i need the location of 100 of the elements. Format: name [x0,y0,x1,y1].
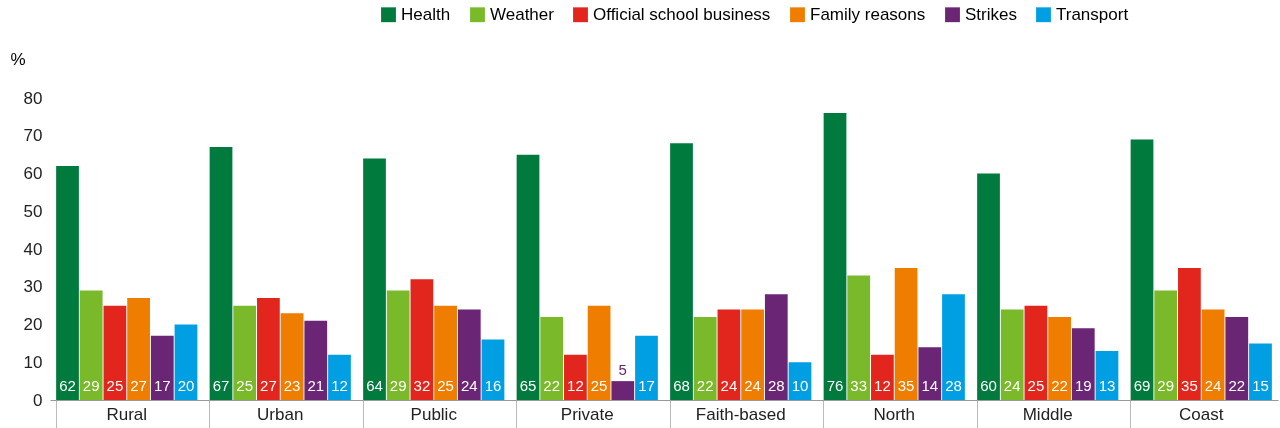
legend-label: Strikes [965,4,1017,24]
bar [823,113,847,400]
data-label: 24 [1204,377,1222,394]
bar [693,316,717,400]
data-label: 33 [850,377,868,394]
y-tick-label: 70 [23,126,43,146]
data-label: 32 [413,377,431,394]
data-label: 27 [130,377,147,394]
data-label: 22 [696,377,714,394]
bar [363,158,386,400]
y-tick-label: 60 [23,164,43,183]
data-label: 16 [484,377,502,394]
bar [1201,309,1225,400]
x-tick-label: Faith-based [695,404,786,424]
data-label: 29 [389,377,407,394]
data-label: 12 [874,377,891,394]
bar [564,354,587,400]
x-tick-label: Private [560,404,614,424]
bar [587,305,611,400]
data-label: 25 [106,377,124,394]
data-label: 24 [720,377,738,394]
data-label: 21 [307,377,325,394]
bar [257,298,280,400]
data-label: 68 [673,377,690,394]
data-label: 14 [921,377,939,394]
data-label: 24 [744,377,761,394]
y-tick-label: 40 [23,239,43,259]
x-tick-label: Coast [1179,404,1224,424]
legend-label: Transport [1056,4,1129,24]
data-label: 25 [590,377,608,394]
bar [174,324,198,400]
data-label: 17 [153,377,171,394]
data-label: 25 [1027,377,1045,394]
bar [103,305,127,400]
bar [516,154,540,400]
data-label: 5 [618,361,627,379]
legend-label: Family reasons [810,4,926,24]
data-label: 60 [980,377,997,394]
bar [328,354,351,400]
bar [977,173,1000,400]
data-label: 12 [567,377,584,394]
bar [764,294,788,400]
data-label: 24 [1003,377,1021,394]
x-tick-label: Urban [257,404,304,424]
data-label: 29 [1157,377,1175,394]
data-label: 25 [437,377,454,394]
bar [56,165,79,400]
data-label: 20 [177,377,195,394]
bar [1154,290,1178,400]
data-label: 15 [1252,377,1269,394]
y-tick-label: 20 [23,315,43,334]
x-tick-label: Public [410,404,458,424]
data-label: 35 [897,377,915,394]
bar [150,335,174,400]
data-label: 29 [82,377,100,394]
bar [847,275,871,400]
y-tick-label: 0 [33,390,43,410]
data-label: 17 [638,377,655,394]
bar [457,309,481,400]
bar [410,279,434,400]
bar [717,309,741,400]
data-label: 62 [59,377,76,394]
x-tick-label: Rural [106,404,148,424]
bar [1178,267,1201,400]
data-label: 22 [543,377,561,394]
bar [670,143,693,400]
data-label: 22 [1051,377,1068,394]
data-label: 25 [236,377,254,394]
bar [481,339,505,400]
y-tick-label: 30 [23,277,43,297]
legend-label: Weather [490,4,555,24]
bar [894,267,918,400]
bar [871,354,894,400]
bar [127,298,150,400]
bar [209,147,233,400]
y-axis-title: % [10,49,26,69]
bar [635,335,658,400]
bar [280,313,304,400]
data-label: 23 [283,377,301,394]
bar [942,294,965,400]
data-label: 67 [212,377,230,394]
bar [434,305,457,400]
bar [1130,139,1154,400]
data-label: 19 [1074,377,1092,394]
data-label: 64 [366,377,383,394]
data-label: 65 [519,377,537,394]
x-tick-label: North [873,404,916,424]
y-tick-label: 10 [23,352,43,372]
bar [1071,328,1095,400]
x-tick-label: Middle [1022,404,1073,424]
data-label: 13 [1098,377,1116,394]
data-label: 35 [1181,377,1198,394]
bar [233,305,257,400]
legend-label: Official school business [593,4,771,24]
data-label: 12 [331,377,348,394]
bar [611,381,635,400]
bar [1048,316,1071,400]
y-tick-label: 50 [23,201,43,221]
data-label: 76 [826,377,844,394]
data-label: 28 [767,377,785,394]
